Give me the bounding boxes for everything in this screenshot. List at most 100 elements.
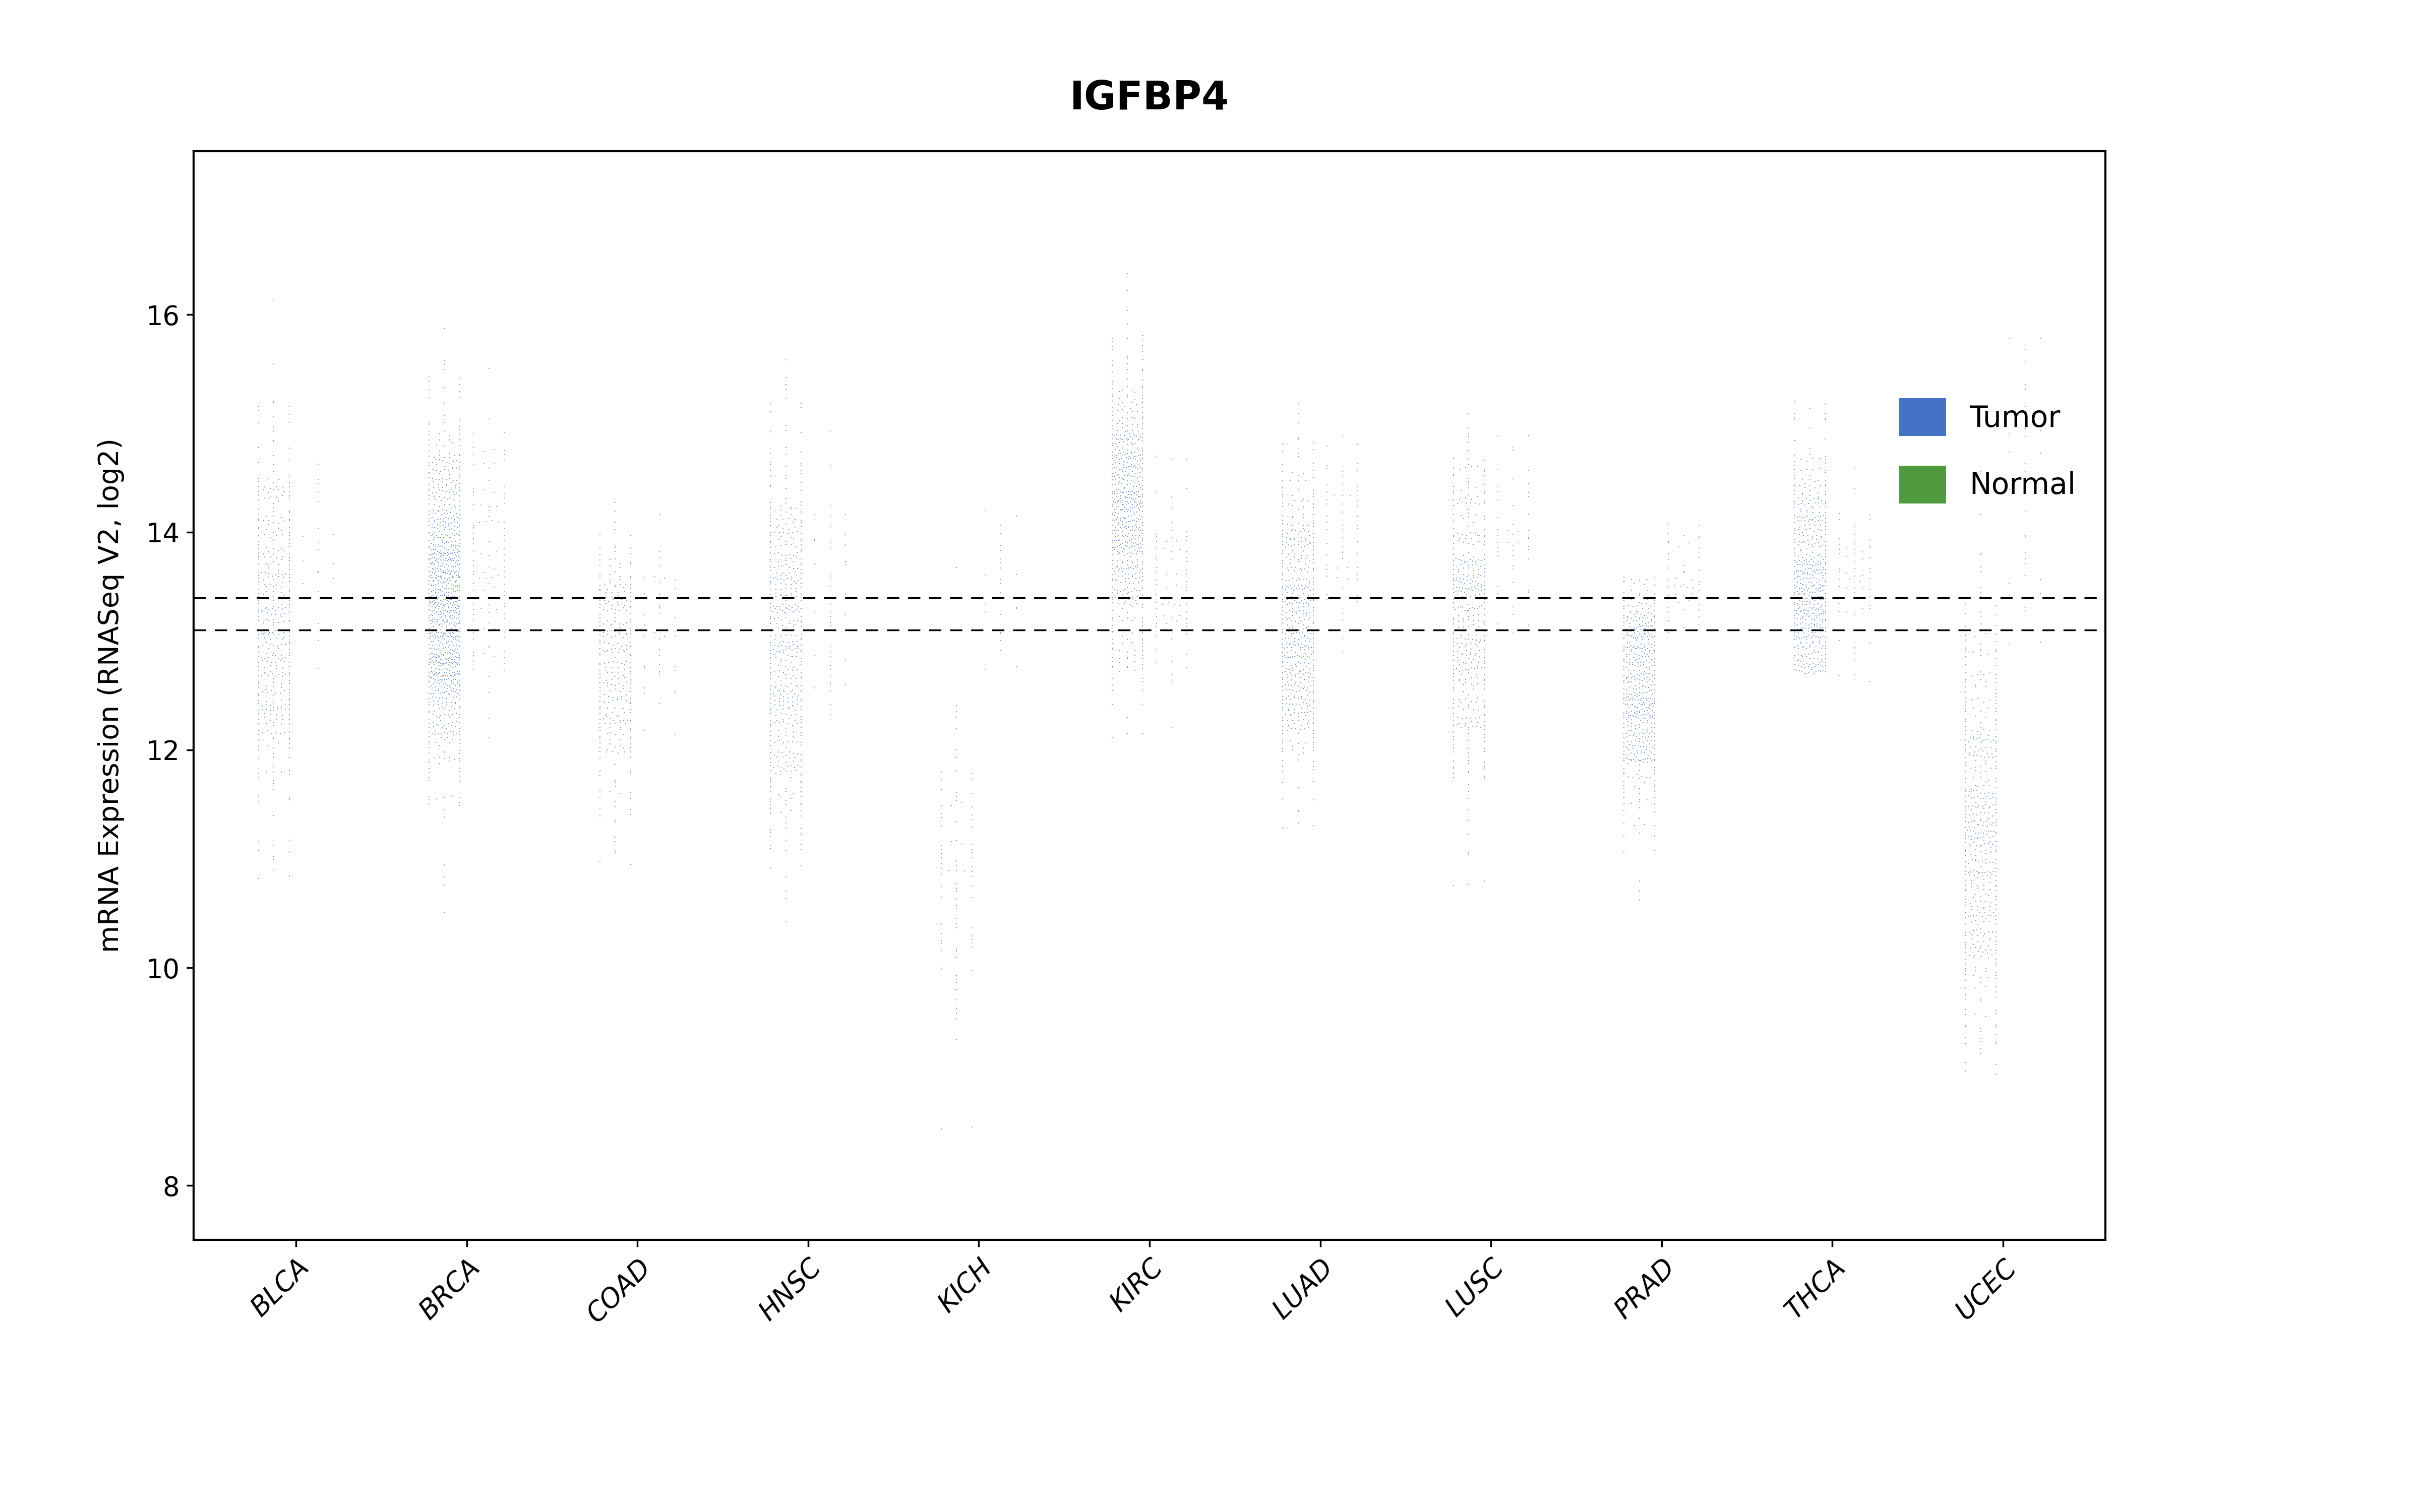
Point xyxy=(1116,481,1154,505)
Point xyxy=(1116,644,1154,668)
Point xyxy=(257,703,295,727)
Point xyxy=(1123,564,1162,588)
Point xyxy=(1970,795,2009,820)
Point xyxy=(426,541,465,565)
Point xyxy=(1607,667,1646,691)
Point xyxy=(2006,452,2045,476)
Point xyxy=(1626,656,1665,680)
Point xyxy=(424,559,462,584)
Point xyxy=(1784,582,1822,606)
Point xyxy=(1108,407,1147,431)
Point xyxy=(409,593,448,617)
Point xyxy=(2006,372,2045,396)
Point xyxy=(1091,673,1130,697)
Point xyxy=(624,581,663,605)
Point xyxy=(598,650,636,674)
Point xyxy=(1793,508,1832,532)
Point xyxy=(1621,661,1660,685)
Point xyxy=(937,888,975,912)
Point xyxy=(1111,519,1150,543)
Point xyxy=(433,541,472,565)
Point xyxy=(426,582,465,606)
Point xyxy=(436,457,474,481)
Point xyxy=(1609,765,1648,789)
Point xyxy=(1793,558,1832,582)
Point xyxy=(825,523,864,547)
Point xyxy=(254,389,293,413)
Point xyxy=(1977,718,2016,742)
Point xyxy=(612,552,651,576)
Point xyxy=(1283,529,1321,553)
Point xyxy=(1292,643,1331,667)
Point xyxy=(426,656,465,680)
Point xyxy=(997,655,1036,679)
Point xyxy=(779,637,818,661)
Point xyxy=(1324,534,1362,558)
Point xyxy=(641,570,680,594)
Point xyxy=(1106,543,1145,567)
Point xyxy=(1805,491,1844,516)
Point xyxy=(438,562,477,587)
Point xyxy=(436,561,474,585)
Point xyxy=(244,544,283,569)
Point xyxy=(767,442,806,466)
Point xyxy=(1612,567,1650,591)
Point xyxy=(419,620,457,644)
Point xyxy=(1631,697,1670,721)
Point xyxy=(1459,665,1498,689)
Point xyxy=(428,590,467,614)
Point xyxy=(1435,714,1474,738)
Point xyxy=(1631,765,1670,789)
Point xyxy=(1631,703,1670,727)
Point xyxy=(240,585,278,609)
Point xyxy=(1805,573,1844,597)
Point xyxy=(1101,638,1140,662)
Point xyxy=(433,588,472,612)
Point xyxy=(1604,780,1643,804)
Point xyxy=(1123,405,1162,429)
Point xyxy=(240,699,278,723)
Point xyxy=(1091,513,1130,537)
Point xyxy=(1295,711,1333,735)
Point xyxy=(1946,940,1984,965)
Point xyxy=(581,552,620,576)
Point xyxy=(1781,531,1820,555)
Point xyxy=(431,623,469,647)
Point xyxy=(593,581,632,605)
Point xyxy=(782,679,820,703)
Point xyxy=(1614,665,1653,689)
Point xyxy=(1631,618,1670,643)
Point xyxy=(1946,1015,1984,1039)
Point xyxy=(1779,575,1817,599)
Point xyxy=(433,599,472,623)
Point xyxy=(1977,980,2016,1004)
Point xyxy=(264,620,302,644)
Point xyxy=(1450,500,1488,525)
Point xyxy=(1776,475,1815,499)
Point xyxy=(1123,340,1162,364)
Point xyxy=(1965,797,2004,821)
Point xyxy=(1975,810,2013,835)
Point xyxy=(1270,621,1309,646)
Point xyxy=(1960,794,1999,818)
Point xyxy=(469,529,508,553)
Point xyxy=(1263,679,1302,703)
Point xyxy=(777,667,816,691)
Point xyxy=(240,411,278,435)
Point xyxy=(254,711,293,735)
Point xyxy=(261,761,300,785)
Point xyxy=(772,502,811,526)
Point xyxy=(424,696,462,720)
Point xyxy=(440,386,479,410)
Point xyxy=(607,688,646,712)
Point xyxy=(612,621,651,646)
Point xyxy=(1951,891,1989,915)
Point xyxy=(1626,741,1665,765)
Point xyxy=(983,513,1021,537)
Point xyxy=(750,606,789,631)
Point xyxy=(1111,425,1150,449)
Point xyxy=(1607,745,1646,770)
Point xyxy=(1101,490,1140,514)
Point xyxy=(1498,531,1537,555)
Point xyxy=(1169,525,1208,549)
